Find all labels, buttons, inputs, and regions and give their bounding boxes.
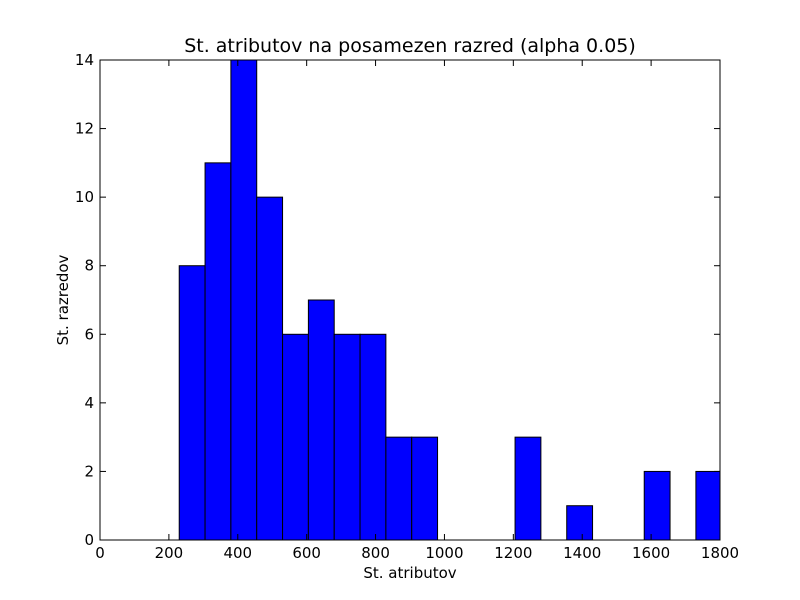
x-tick-label: 1600 xyxy=(632,544,670,562)
histogram-bar-15 xyxy=(566,505,594,541)
y-axis-label: St. razredov xyxy=(54,254,72,345)
histogram-bar-7 xyxy=(359,333,387,541)
x-tick-label: 1200 xyxy=(494,544,532,562)
x-tick-label: 1000 xyxy=(425,544,463,562)
histogram-bar-18 xyxy=(643,470,671,541)
y-tick-label: 12 xyxy=(75,120,94,138)
histogram-bar-5 xyxy=(307,299,335,541)
histogram-bar-13 xyxy=(514,436,542,541)
histogram-bar-2 xyxy=(230,59,258,541)
histogram-bar-20 xyxy=(695,470,721,541)
x-tick-label: 1400 xyxy=(563,544,601,562)
plot-frame xyxy=(99,59,721,541)
x-tick-label: 400 xyxy=(223,544,252,562)
x-axis-label: St. atributov xyxy=(363,564,456,582)
x-tick-label: 0 xyxy=(95,544,105,562)
y-tick-label: 6 xyxy=(84,325,94,343)
ticks-group: 0 200 400 600 800 1000 1200 1400 1600 1800 0 2 4 6 8 10… xyxy=(75,51,739,562)
y-tick-label: 4 xyxy=(84,394,94,412)
x-tick-label: 600 xyxy=(292,544,321,562)
histogram-bar-9 xyxy=(411,436,439,541)
histogram-bar-1 xyxy=(204,162,232,541)
x-tick-label: 800 xyxy=(361,544,390,562)
histogram-bar-6 xyxy=(333,333,361,541)
x-tick-label: 1800 xyxy=(701,544,739,562)
histogram-bar-8 xyxy=(385,436,413,541)
y-tick-label: 0 xyxy=(84,531,94,549)
histogram-bar-4 xyxy=(282,333,309,541)
bars-group xyxy=(178,59,721,541)
y-tick-label: 14 xyxy=(75,51,94,69)
y-tick-label: 8 xyxy=(84,257,94,275)
histogram-bar-0 xyxy=(178,265,206,541)
x-tick-label: 200 xyxy=(155,544,184,562)
y-tick-label: 2 xyxy=(84,462,94,480)
chart-title: St. atributov na posamezen razred (alpha… xyxy=(184,35,636,57)
histogram-bar-3 xyxy=(256,196,284,541)
y-tick-label: 10 xyxy=(75,188,94,206)
